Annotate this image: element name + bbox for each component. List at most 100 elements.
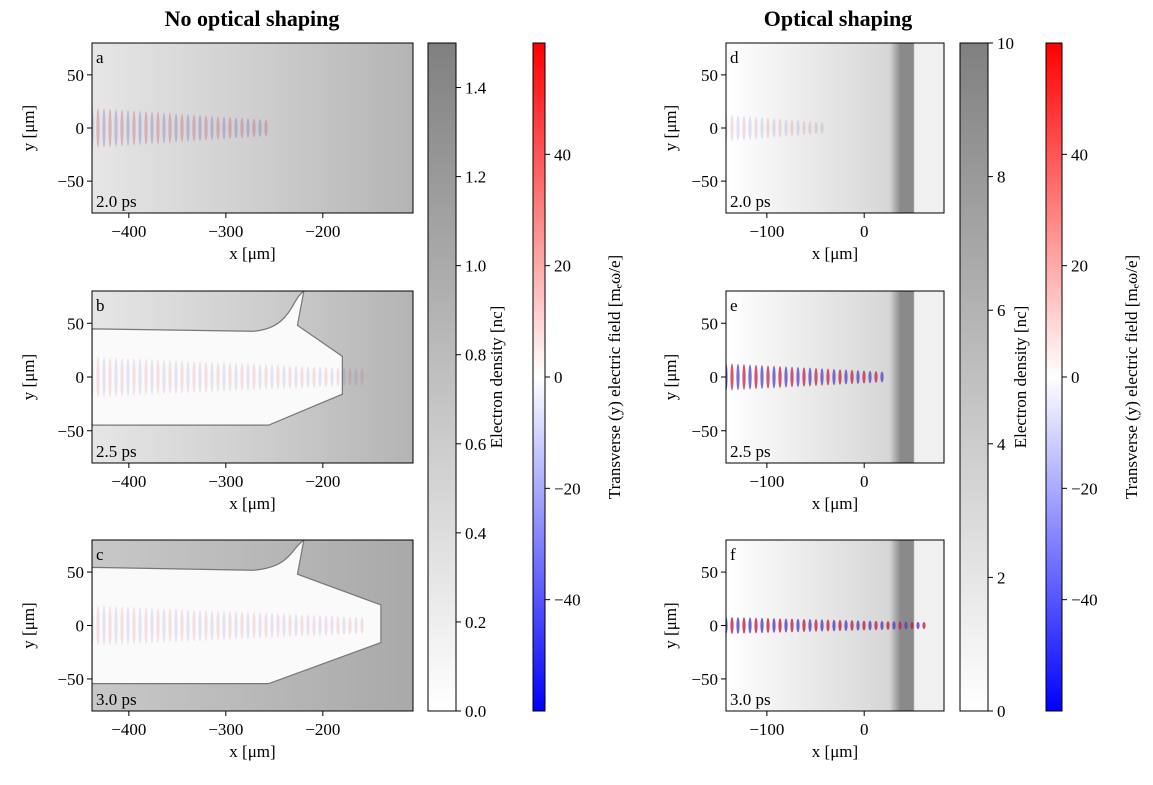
x-tick-label: −300 [208, 472, 243, 491]
laser-wave [144, 607, 148, 644]
image-background [92, 43, 413, 213]
laser-wave [168, 359, 172, 395]
y-tick-label: 0 [76, 617, 85, 636]
laser-wave [246, 612, 250, 639]
laser-wave [126, 357, 130, 397]
colorbar-tick-label: −20 [1071, 479, 1098, 498]
laser-wave [294, 614, 298, 637]
colorbar-tick-label: 20 [554, 257, 571, 276]
laser-wave [192, 114, 196, 142]
y-tick-label: −50 [57, 670, 84, 689]
colorbar-label: Electron density [nc] [1011, 306, 1030, 449]
colorbar-tick-label: 10 [997, 34, 1014, 53]
laser-wave [210, 610, 214, 641]
laser-wave [330, 367, 334, 387]
laser-wave [748, 617, 752, 634]
laser-wave [766, 618, 770, 633]
laser-wave [874, 371, 878, 383]
x-tick-label: −400 [111, 472, 146, 491]
laser-wave [264, 364, 268, 390]
time-label: 2.5 ps [730, 442, 771, 461]
laser-wave [880, 371, 884, 383]
y-axis-label: y [μm] [19, 354, 38, 400]
laser-wave [790, 618, 794, 633]
y-tick-label: −50 [691, 422, 718, 441]
x-tick-label: −400 [111, 222, 146, 241]
laser-wave [348, 368, 352, 386]
laser-wave [222, 610, 226, 641]
laser-wave [892, 621, 896, 630]
laser-wave [790, 119, 794, 137]
laser-wave [180, 360, 184, 394]
panel-label: a [96, 48, 104, 67]
colorbar-tick-label: 8 [997, 168, 1006, 187]
laser-wave [838, 619, 842, 632]
colorbar-tick-label: 0 [1071, 368, 1080, 387]
laser-wave [850, 369, 854, 385]
laser-wave [102, 356, 106, 398]
x-axis-label: x [μm] [812, 244, 858, 263]
y-tick-label: 0 [76, 119, 85, 138]
laser-wave [108, 108, 112, 148]
laser-wave [832, 619, 836, 632]
laser-wave [108, 605, 112, 646]
image [92, 43, 413, 213]
colorbar-label: Transverse (y) electric field [mₑω/e] [605, 255, 624, 499]
laser-wave [910, 621, 914, 630]
laser-wave [754, 364, 758, 390]
laser-wave [138, 607, 142, 644]
laser-wave [922, 622, 926, 629]
laser-wave [252, 363, 256, 391]
y-axis-label: y [μm] [661, 105, 680, 151]
y-tick-label: 0 [710, 368, 719, 387]
laser-wave [336, 367, 340, 387]
laser-wave [814, 121, 818, 135]
colorbar [532, 42, 546, 712]
laser-wave [862, 370, 866, 384]
laser-wave [168, 608, 172, 643]
plasma-channel [92, 540, 382, 685]
laser-wave [886, 621, 890, 630]
laser-wave [138, 110, 142, 146]
laser-wave [186, 360, 190, 394]
x-tick-label: −200 [305, 720, 340, 739]
laser-wave [258, 363, 262, 391]
time-label: 2.0 ps [730, 192, 771, 211]
x-tick-label: −100 [749, 720, 784, 739]
colorbar-tick-label: 0.8 [465, 346, 486, 365]
x-tick-label: −100 [749, 222, 784, 241]
x-tick-label: −200 [305, 472, 340, 491]
laser-wave [360, 617, 364, 634]
laser-wave [114, 109, 118, 147]
colorbar-tick-label: 0 [554, 368, 563, 387]
colorbar-tick-label: 1.2 [465, 168, 486, 187]
plasma-channel [92, 291, 343, 426]
laser-wave [234, 362, 238, 392]
laser-wave [868, 370, 872, 384]
laser-wave [210, 361, 214, 393]
laser-wave [234, 611, 238, 640]
colorbar-tick-label: 0.0 [465, 702, 486, 721]
image-background [726, 43, 944, 213]
laser-wave [162, 608, 166, 643]
x-tick-label: −100 [749, 472, 784, 491]
laser-wave [748, 116, 752, 140]
colorbar-tick-label: 0 [997, 702, 1006, 721]
y-axis-label: y [μm] [661, 354, 680, 400]
laser-wave [742, 364, 746, 390]
colorbar-tick-label: 2 [997, 568, 1006, 587]
y-tick-label: 0 [710, 617, 719, 636]
laser-wave [288, 613, 292, 638]
y-tick-label: −50 [691, 172, 718, 191]
laser-wave [252, 118, 256, 138]
laser-wave [150, 359, 154, 395]
laser-wave [180, 113, 184, 143]
laser-wave [156, 607, 160, 644]
laser-wave [162, 112, 166, 144]
laser-wave [102, 108, 106, 148]
image [92, 291, 413, 463]
laser-wave [312, 366, 316, 388]
laser-wave [156, 359, 160, 395]
y-tick-label: 50 [67, 563, 84, 582]
